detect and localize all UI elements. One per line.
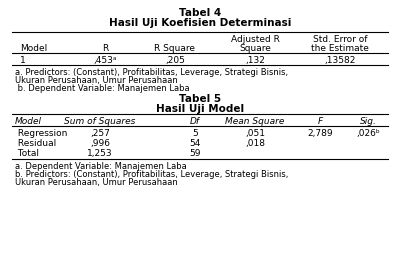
Text: Sig.: Sig. xyxy=(360,117,376,126)
Text: Residual: Residual xyxy=(15,139,56,148)
Text: Square: Square xyxy=(239,44,271,53)
Text: Ukuran Perusahaan, Umur Perusahaan: Ukuran Perusahaan, Umur Perusahaan xyxy=(15,178,178,187)
Text: 1: 1 xyxy=(20,56,26,65)
Text: F: F xyxy=(318,117,322,126)
Text: Regression: Regression xyxy=(15,129,67,138)
Text: a. Predictors: (Constant), Profitabilitas, Leverage, Strategi Bisnis,: a. Predictors: (Constant), Profitabilita… xyxy=(15,68,288,77)
Text: Model: Model xyxy=(15,117,42,126)
Text: Sum of Squares: Sum of Squares xyxy=(64,117,136,126)
Text: R Square: R Square xyxy=(154,44,196,53)
Text: 2,789: 2,789 xyxy=(307,129,333,138)
Text: 5: 5 xyxy=(192,129,198,138)
Text: the Estimate: the Estimate xyxy=(311,44,369,53)
Text: 1,253: 1,253 xyxy=(87,149,113,158)
Text: Tabel 4: Tabel 4 xyxy=(179,8,221,18)
Text: ,453ᵃ: ,453ᵃ xyxy=(93,56,117,65)
Text: Total: Total xyxy=(15,149,39,158)
Text: b. Dependent Variable: Manajemen Laba: b. Dependent Variable: Manajemen Laba xyxy=(15,84,190,93)
Text: R: R xyxy=(102,44,108,53)
Text: ,996: ,996 xyxy=(90,139,110,148)
Text: Hasil Uji Model: Hasil Uji Model xyxy=(156,104,244,114)
Text: ,018: ,018 xyxy=(245,139,265,148)
Text: 59: 59 xyxy=(189,149,201,158)
Text: 54: 54 xyxy=(189,139,201,148)
Text: Hasil Uji Koefisien Determinasi: Hasil Uji Koefisien Determinasi xyxy=(109,18,291,28)
Text: Tabel 5: Tabel 5 xyxy=(179,94,221,104)
Text: ,026ᵇ: ,026ᵇ xyxy=(356,129,380,138)
Text: Mean Square: Mean Square xyxy=(225,117,285,126)
Text: Df: Df xyxy=(190,117,200,126)
Text: Adjusted R: Adjusted R xyxy=(230,35,280,44)
Text: ,132: ,132 xyxy=(245,56,265,65)
Text: Ukuran Perusahaan, Umur Perusahaan: Ukuran Perusahaan, Umur Perusahaan xyxy=(15,76,178,85)
Text: ,205: ,205 xyxy=(165,56,185,65)
Text: b. Predictors: (Constant), Profitabilitas, Leverage, Strategi Bisnis,: b. Predictors: (Constant), Profitabilita… xyxy=(15,170,288,179)
Text: ,051: ,051 xyxy=(245,129,265,138)
Text: ,13582: ,13582 xyxy=(324,56,356,65)
Text: ,257: ,257 xyxy=(90,129,110,138)
Text: a. Dependent Variable: Manajemen Laba: a. Dependent Variable: Manajemen Laba xyxy=(15,162,187,171)
Text: Std. Error of: Std. Error of xyxy=(313,35,367,44)
Text: Model: Model xyxy=(20,44,47,53)
